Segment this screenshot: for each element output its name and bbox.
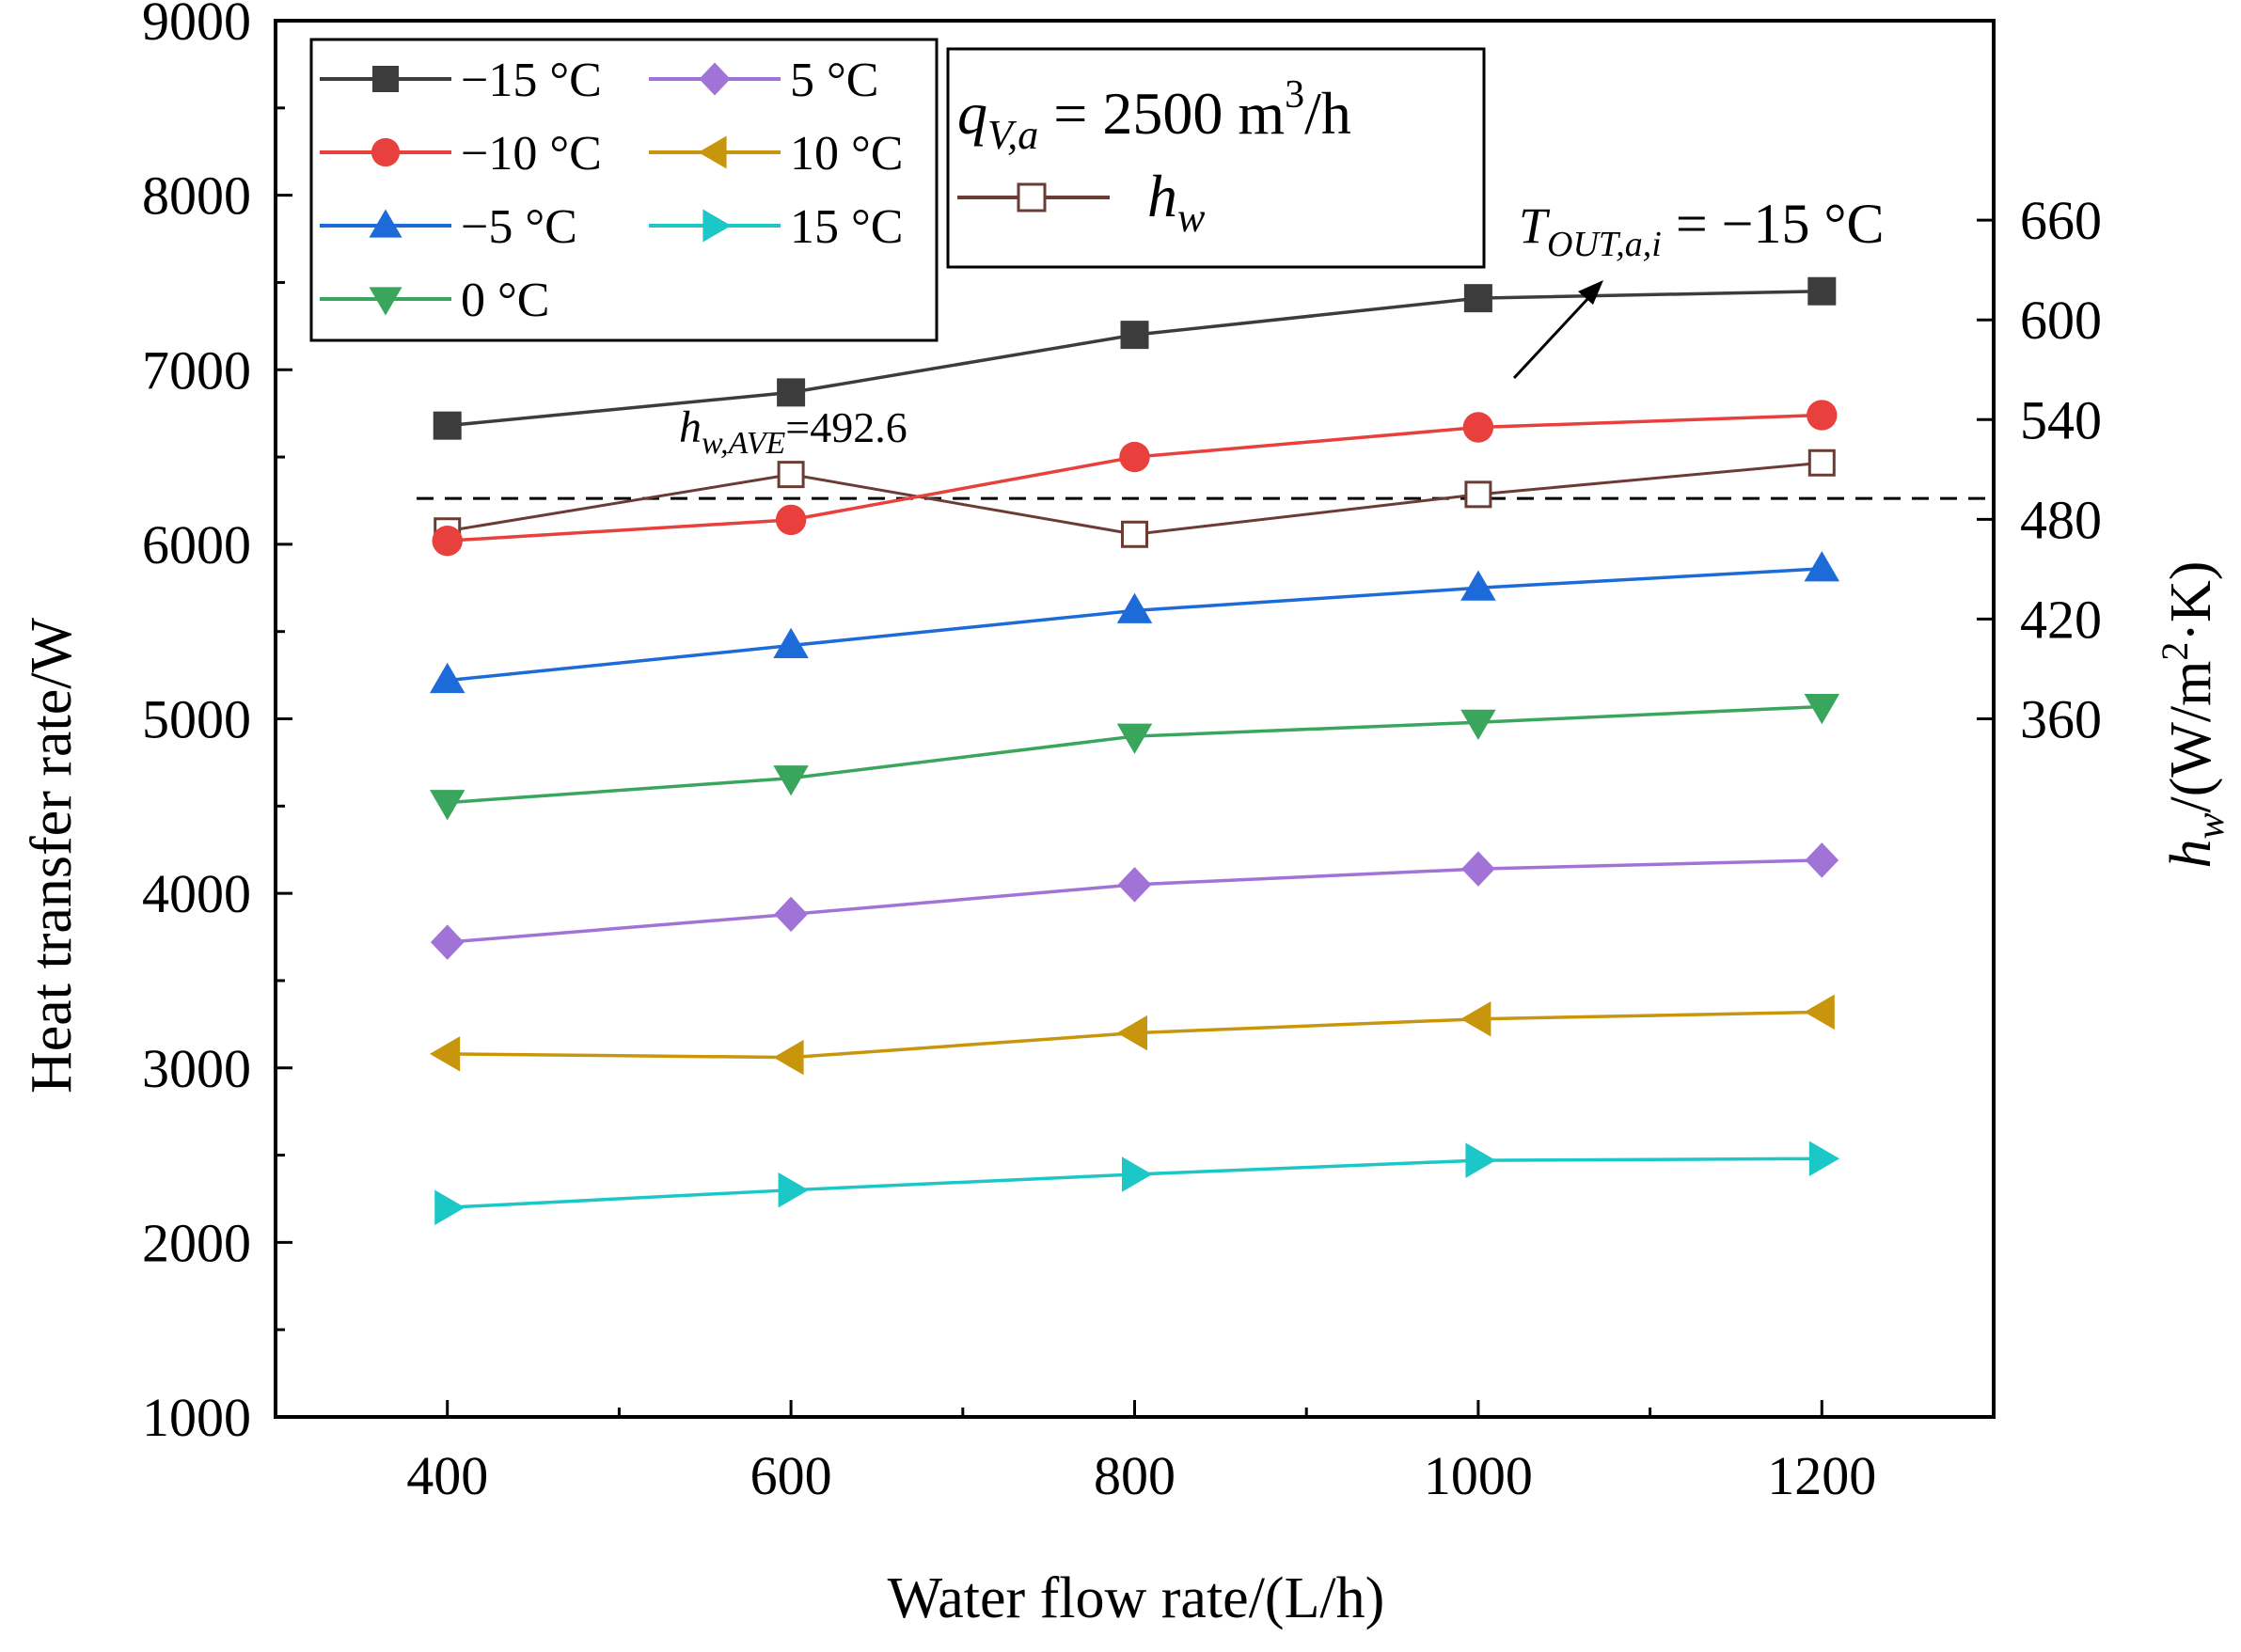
series-point bbox=[1807, 400, 1838, 431]
series-point bbox=[1460, 1001, 1491, 1037]
flow-condition-label: qV,a = 2500 m3/h bbox=[957, 73, 1351, 158]
hw-average-label: hw,AVE=492.6 bbox=[679, 402, 907, 461]
legend-marker bbox=[372, 66, 399, 92]
condition-frame bbox=[946, 47, 1486, 269]
series-point bbox=[429, 662, 466, 694]
series-point bbox=[1461, 851, 1495, 887]
series-point bbox=[432, 525, 463, 557]
x-tick-label: 400 bbox=[406, 1445, 488, 1506]
hw-point bbox=[1464, 480, 1492, 509]
series-point bbox=[773, 1039, 804, 1076]
legend-marker bbox=[371, 137, 401, 167]
legend-marker bbox=[698, 135, 727, 169]
legend-label: 0 °C bbox=[461, 274, 549, 327]
series-point bbox=[1460, 709, 1496, 740]
series-point bbox=[1116, 1015, 1147, 1051]
legend-marker bbox=[702, 209, 732, 243]
series-point bbox=[430, 924, 465, 960]
y-tick-label: 6000 bbox=[142, 514, 251, 575]
series-point bbox=[777, 378, 806, 407]
series-point bbox=[775, 504, 807, 536]
hw-legend-label: hw bbox=[1147, 163, 1206, 241]
series-point bbox=[1119, 441, 1150, 473]
legend-label: −5 °C bbox=[461, 200, 577, 254]
y-tick-label: 1000 bbox=[142, 1387, 251, 1448]
annotation-arrow-line bbox=[1512, 295, 1591, 380]
y2-tick-label: 540 bbox=[2020, 389, 2102, 450]
legend-marker bbox=[369, 287, 402, 316]
legend-label: −10 °C bbox=[461, 127, 602, 181]
series-point bbox=[1805, 842, 1839, 878]
series-point bbox=[429, 1036, 461, 1072]
y2-tick-label: 600 bbox=[2020, 290, 2102, 351]
legend-label: 15 °C bbox=[790, 200, 903, 254]
legend-label: 5 °C bbox=[790, 54, 878, 107]
outlet-temperature-annotation: TOUT,a,i = −15 °C bbox=[1512, 193, 1885, 380]
series-point bbox=[773, 765, 809, 796]
series-point bbox=[429, 790, 466, 821]
series-point bbox=[1463, 284, 1492, 313]
hw-legend-marker bbox=[1017, 182, 1047, 212]
axes-layer: 400 600 800 1000 1200 1000 2000 3000 4000 5000 600… bbox=[142, 0, 2102, 1506]
hw-point bbox=[1121, 520, 1148, 548]
y-tick-label: 3000 bbox=[142, 1038, 251, 1099]
series-point bbox=[774, 896, 808, 933]
series-point bbox=[1117, 867, 1152, 903]
series-point bbox=[1120, 321, 1149, 350]
y-tick-label: 8000 bbox=[142, 165, 251, 227]
y2-tick-label: 360 bbox=[2020, 689, 2102, 750]
series-point bbox=[1122, 1156, 1153, 1192]
series-point bbox=[1804, 994, 1835, 1031]
y-tick-label: 4000 bbox=[142, 863, 251, 924]
legend-items: −15 °C −10 °C −5 °C 0 °C 5 °C 10 °C 15 °C bbox=[320, 54, 903, 327]
series-point bbox=[1804, 551, 1840, 582]
x-axis-title: Water flow rate/(L/h) bbox=[888, 1566, 1385, 1630]
hw-point bbox=[777, 461, 805, 489]
y-tick-label: 2000 bbox=[142, 1212, 251, 1273]
outlet-temperature-label: TOUT,a,i = −15 °C bbox=[1519, 193, 1885, 264]
legend: −15 °C −10 °C −5 °C 0 °C 5 °C 10 °C 15 °C bbox=[309, 38, 939, 342]
hw-series-layer bbox=[417, 448, 1994, 548]
series-point bbox=[1116, 592, 1153, 623]
series-point bbox=[773, 627, 809, 659]
series-point bbox=[1465, 1142, 1496, 1178]
y2-axis-title: hw/(W/m2·K) bbox=[2154, 561, 2233, 869]
y2-tick-label: 660 bbox=[2020, 190, 2102, 251]
x-tick-label: 800 bbox=[1094, 1445, 1176, 1506]
annotation-arrow-head bbox=[1578, 280, 1603, 305]
series-point bbox=[1462, 412, 1494, 443]
series-point bbox=[434, 1189, 466, 1225]
hw-point bbox=[1807, 448, 1836, 477]
y-tick-label: 7000 bbox=[142, 339, 251, 401]
legend-label: 10 °C bbox=[790, 127, 903, 181]
y-tick-label: 5000 bbox=[142, 689, 251, 750]
x-tick-label: 1200 bbox=[1767, 1445, 1876, 1506]
series-point bbox=[1116, 723, 1153, 754]
series-point bbox=[1804, 694, 1840, 725]
series-point bbox=[1807, 276, 1837, 306]
series-point bbox=[778, 1172, 809, 1208]
legend-frame bbox=[309, 38, 939, 342]
y-tick-label: 9000 bbox=[142, 0, 251, 52]
x-tick-label: 1000 bbox=[1424, 1445, 1533, 1506]
series-point bbox=[1808, 1141, 1840, 1177]
x-tick-label: 600 bbox=[750, 1445, 832, 1506]
legend-marker bbox=[699, 62, 731, 96]
y2-tick-label: 420 bbox=[2020, 589, 2102, 650]
legend-label: −15 °C bbox=[461, 54, 602, 107]
legend-marker bbox=[369, 209, 402, 238]
series-point bbox=[1460, 570, 1496, 601]
condition-box: qV,a = 2500 m3/h hw bbox=[946, 47, 1486, 269]
series-point bbox=[433, 411, 462, 440]
y-axis-title: Heat transfer rate/W bbox=[20, 618, 84, 1094]
y2-tick-label: 480 bbox=[2020, 489, 2102, 550]
